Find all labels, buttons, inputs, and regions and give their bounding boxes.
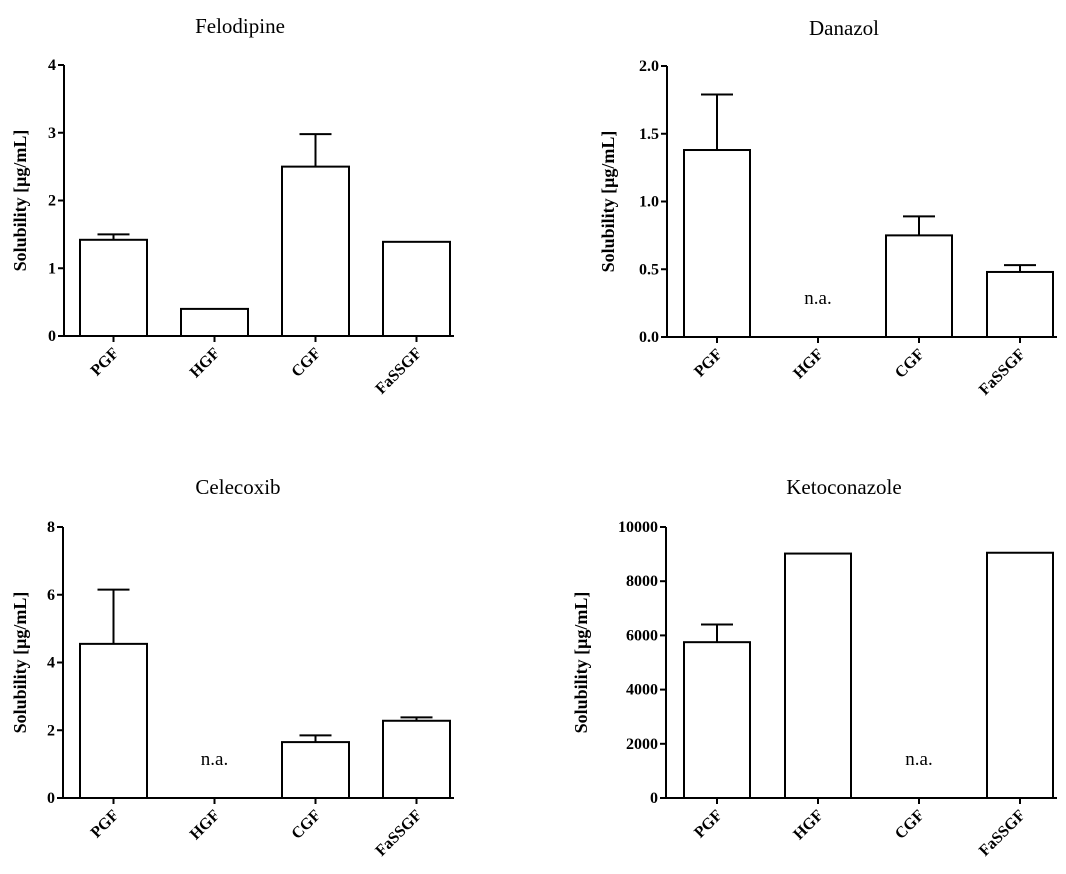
y-tick-label: 2 (48, 193, 56, 210)
x-tick-label: HGF (790, 346, 827, 383)
x-tick-label: HGF (790, 807, 827, 844)
bar-hgf (784, 552, 852, 799)
y-tick-label: 8000 (626, 573, 658, 590)
bar-fassgf (986, 270, 1054, 338)
x-tick-label: FaSSGF (976, 346, 1029, 399)
y-tick-label: 1.5 (639, 126, 659, 143)
chart-title: Danazol (809, 16, 879, 40)
y-tick-label: 6000 (626, 627, 658, 644)
bar-fassgf (382, 719, 451, 800)
y-tick-label: 0 (47, 790, 55, 807)
x-tick-label: PGF (691, 807, 726, 842)
bar-pgf (683, 149, 751, 338)
x-tick-label: FaSSGF (976, 807, 1029, 860)
y-tick-label: 10000 (618, 519, 658, 536)
y-tick-label: 6 (47, 587, 55, 604)
y-tick-label: 8 (47, 519, 55, 536)
y-tick-label: 0.5 (639, 261, 659, 278)
chart-title: Felodipine (195, 14, 285, 38)
y-tick-label: 1 (48, 260, 56, 277)
y-tick-label: 2 (47, 722, 55, 739)
bar-pgf (79, 642, 148, 800)
chart-title: Ketoconazole (786, 475, 901, 499)
x-tick-label: FaSSGF (372, 345, 425, 398)
y-tick-label: 4 (47, 655, 55, 672)
chart-panel-1: Danazol Solubility [μg/mL] 0.0 0.5 1.0 1.5 2.0… (598, 16, 1057, 399)
na-annotation: n.a. (201, 749, 228, 770)
bar-hgf (180, 307, 249, 337)
y-axis-label: Solubility [μg/mL] (598, 131, 618, 273)
y-axis-label: Solubility [μg/mL] (10, 592, 30, 734)
y-axis-label: Solubility [μg/mL] (10, 130, 30, 272)
y-tick-label: 0.0 (639, 329, 659, 346)
x-tick-label: CGF (288, 807, 324, 843)
bar-pgf (683, 641, 751, 799)
chart-title: Celecoxib (195, 475, 280, 499)
chart-panel-0: Felodipine Solubility [μg/mL] 0 1 2 3 4 PGF HGF C… (10, 14, 454, 398)
x-tick-label: FaSSGF (372, 807, 425, 860)
chart-panel-2: Celecoxib Solubility [μg/mL] 0 2 4 6 8 PGF HGF CG… (10, 475, 454, 860)
chart-panel-3: Ketoconazole Solubility [μg/mL] 0 2000 4000 6… (571, 475, 1057, 860)
x-tick-label: PGF (88, 807, 123, 842)
y-axis-label: Solubility [μg/mL] (571, 592, 591, 734)
y-tick-label: 4 (48, 57, 56, 74)
x-tick-label: CGF (892, 346, 928, 382)
bar-pgf (79, 238, 148, 337)
bar-fassgf (382, 240, 451, 337)
bar-cgf (885, 234, 953, 338)
na-annotation: n.a. (804, 288, 831, 309)
bar-fassgf (986, 551, 1054, 799)
y-tick-label: 0 (48, 328, 56, 345)
bar-cgf (281, 741, 350, 800)
na-annotation: n.a. (905, 749, 932, 770)
x-tick-label: PGF (691, 346, 726, 381)
y-tick-label: 2.0 (639, 58, 659, 75)
y-tick-label: 3 (48, 125, 56, 142)
x-tick-label: PGF (88, 345, 123, 380)
y-tick-label: 0 (650, 790, 658, 807)
x-tick-label: HGF (187, 807, 224, 844)
x-tick-label: CGF (288, 345, 324, 381)
y-tick-label: 4000 (626, 682, 658, 699)
x-tick-label: HGF (187, 345, 224, 382)
bar-cgf (281, 165, 350, 337)
y-tick-label: 1.0 (639, 194, 659, 211)
y-tick-label: 2000 (626, 736, 658, 753)
x-tick-label: CGF (892, 807, 928, 843)
